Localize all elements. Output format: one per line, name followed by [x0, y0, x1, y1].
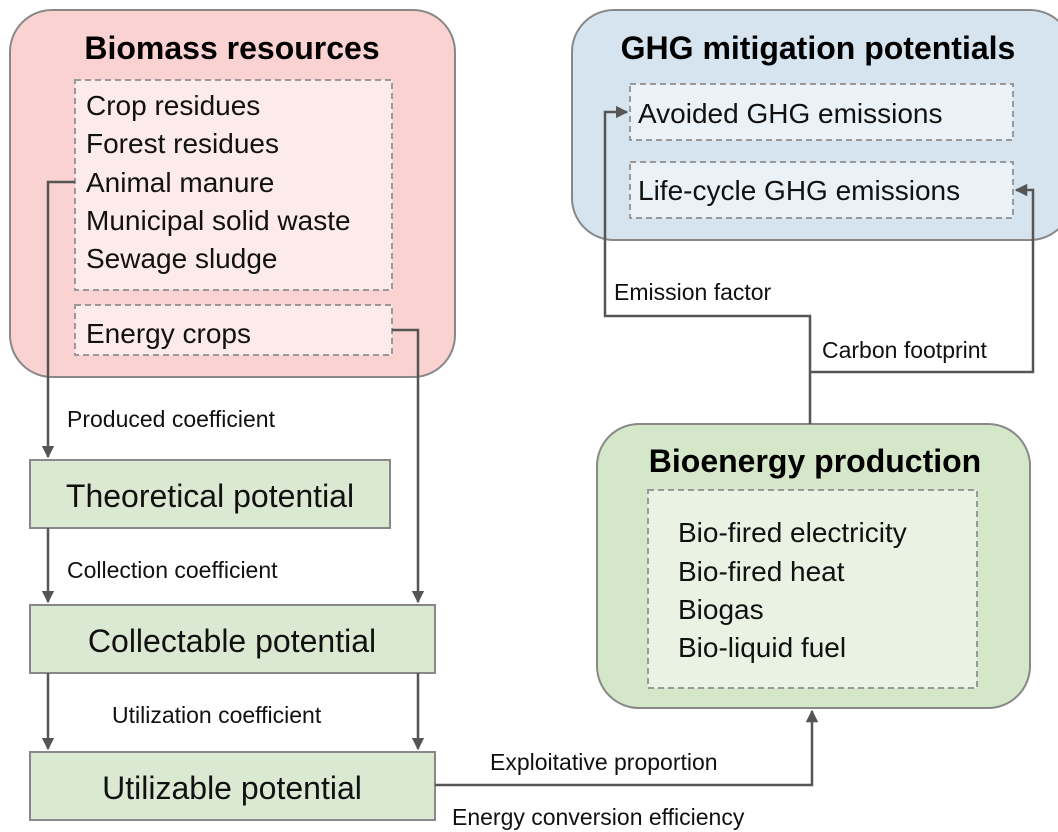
arrow: [435, 709, 819, 787]
edge-label: Collection coefficient: [67, 557, 278, 583]
biomass-item: Animal manure: [86, 167, 274, 198]
edge-label: Exploitative proportion: [490, 749, 718, 775]
energy-crops: Energy crops: [86, 318, 251, 349]
bioenergy-item: Biogas: [678, 594, 764, 625]
theoretical-box: [29, 459, 391, 529]
edge-label: Utilization coefficient: [112, 702, 322, 728]
bioenergy-item: Bio-fired heat: [678, 556, 845, 587]
bioenergy-title: Bioenergy production: [649, 443, 981, 479]
theoretical-potential: Theoretical potential: [66, 478, 354, 514]
collectable-box: [29, 604, 436, 674]
ghg-item-box: [629, 83, 1014, 141]
biomass-item: Crop residues: [86, 90, 260, 121]
ghg-item: Life-cycle GHG emissions: [638, 175, 960, 206]
arrow: [810, 183, 1035, 374]
bioenergy-list-box: [647, 489, 978, 689]
arrow: [603, 105, 812, 424]
utilizable-potential: Utilizable potential: [102, 770, 362, 806]
biomass-item: Sewage sludge: [86, 243, 277, 274]
bioenergy-item: Bio-liquid fuel: [678, 632, 846, 663]
biomass-list-box: [74, 79, 393, 291]
bioenergy-item: Bio-fired electricity: [678, 517, 907, 548]
ghg-item-box: [629, 161, 1014, 219]
edge-label: Produced coefficient: [67, 406, 276, 432]
biomass-item: Forest residues: [86, 128, 279, 159]
edge-label: Emission factor: [614, 279, 772, 305]
biomass-title: Biomass resources: [84, 30, 379, 66]
biomass-item: Municipal solid waste: [86, 205, 351, 236]
arrow: [41, 180, 75, 459]
ghg-item: Avoided GHG emissions: [638, 98, 943, 129]
edge-label: Carbon footprint: [822, 337, 988, 363]
arrow: [392, 328, 425, 604]
collectable-potential: Collectable potential: [88, 623, 376, 659]
ghg-title: GHG mitigation potentials: [621, 30, 1016, 66]
edge-label: Energy conversion efficiency: [452, 804, 745, 830]
